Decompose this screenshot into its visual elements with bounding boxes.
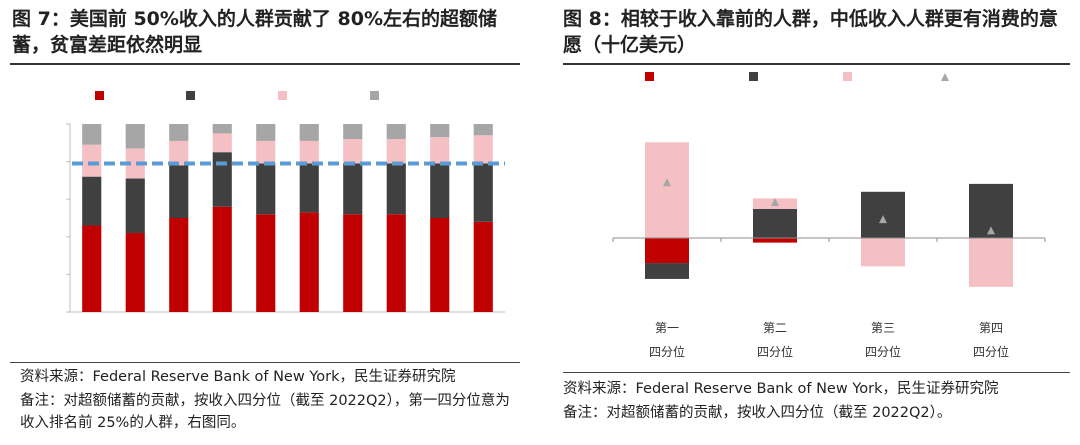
bar-segment [299, 212, 319, 312]
bar-segment [753, 208, 797, 238]
bar-segment [125, 233, 145, 312]
bar-segment [125, 124, 145, 149]
bar-segment [82, 144, 102, 177]
bar-segment [386, 163, 406, 215]
bar-segment [343, 214, 363, 312]
bar-segment [430, 163, 450, 218]
bar-segment [473, 163, 493, 222]
bar-segment [82, 124, 102, 145]
bar-segment [343, 139, 363, 164]
x-tick-label: 第四四分位 [973, 321, 1009, 359]
bar-segment [386, 124, 406, 140]
figure-7-title: 图 7：美国前 50%收入的人群贡献了 80%左右的超额储蓄，贫富差距依然明显 [12, 8, 498, 56]
x-tick-label: 第一四分位 [649, 321, 685, 359]
note-text: 备注：对超额储蓄的贡献，按收入四分位（截至 2022Q2）。 [563, 405, 952, 421]
total-marker [879, 215, 887, 224]
bar-segment [169, 218, 189, 312]
source-rule [10, 362, 520, 363]
bar-segment [82, 176, 102, 226]
stacked-contribution-chart: 第一四分位 第二四分位 第三四分位 第四四分位 [612, 72, 1046, 359]
title-rule [563, 63, 1070, 65]
bar-segment [212, 206, 232, 312]
bar-segment [473, 221, 493, 312]
left-figure-panel: 图 7：美国前 50%收入的人群贡献了 80%左右的超额储蓄，贫富差距依然明显 … [0, 0, 530, 445]
bar-segment [169, 124, 189, 141]
bar-segment [343, 124, 363, 140]
bar-segment [343, 163, 363, 215]
bar-segment [861, 191, 905, 238]
bar-segment [861, 238, 905, 267]
bar-segment [256, 163, 276, 215]
legend-swatch [278, 91, 287, 100]
legend-swatch [749, 72, 758, 81]
bar-segment [386, 214, 406, 312]
bar-segment [212, 133, 232, 153]
bar-segment [430, 124, 450, 138]
legend-swatch [843, 72, 852, 81]
legend-swatch [95, 91, 104, 100]
legend-swatch [370, 91, 379, 100]
bar-segment [645, 263, 689, 279]
source-text: 资料来源：Federal Reserve Bank of New York，民生… [563, 381, 999, 397]
bar-segment [169, 165, 189, 218]
legend-swatch [645, 72, 654, 81]
bar-segment [645, 142, 689, 238]
total-marker [987, 226, 995, 235]
bar-segment [212, 124, 232, 134]
right-figure-panel: 图 8：相较于收入靠前的人群，中低收入人群更有消费的意愿（十亿美元） 第一四分位… [553, 0, 1080, 445]
bar-segment [125, 148, 145, 179]
total-marker [771, 198, 779, 207]
bar-segment [299, 124, 319, 141]
x-tick-label: 第二四分位 [757, 321, 793, 359]
bar-segment [430, 137, 450, 164]
legend-marker-triangle [941, 73, 949, 81]
x-tick-label: 第三四分位 [865, 321, 901, 359]
source-rule [563, 372, 1070, 373]
stacked-percentage-chart [66, 91, 505, 313]
source-text: 资料来源：Federal Reserve Bank of New York，民生… [20, 369, 456, 385]
bar-segment [386, 139, 406, 164]
title-rule [10, 63, 520, 65]
bar-segment [645, 238, 689, 264]
bar-segment [212, 152, 232, 207]
bar-segment [753, 238, 797, 243]
legend-swatch [186, 91, 195, 100]
note-text: 备注：对超额储蓄的贡献，按收入四分位（截至 2022Q2），第一四分位意为收入排… [20, 393, 510, 431]
bar-segment [430, 218, 450, 312]
bar-segment [256, 140, 276, 164]
bar-segment [82, 225, 102, 312]
bar-segment [473, 135, 493, 164]
bar-segment [256, 124, 276, 141]
bar-segment [969, 238, 1013, 287]
total-marker [663, 178, 671, 187]
bar-segment [299, 140, 319, 164]
bar-segment [473, 124, 493, 136]
bar-segment [256, 214, 276, 312]
bar-segment [125, 178, 145, 234]
bar-segment [299, 163, 319, 213]
figure-8-title: 图 8：相较于收入靠前的人群，中低收入人群更有消费的意愿（十亿美元） [563, 8, 1058, 56]
bar-segment [169, 140, 189, 166]
